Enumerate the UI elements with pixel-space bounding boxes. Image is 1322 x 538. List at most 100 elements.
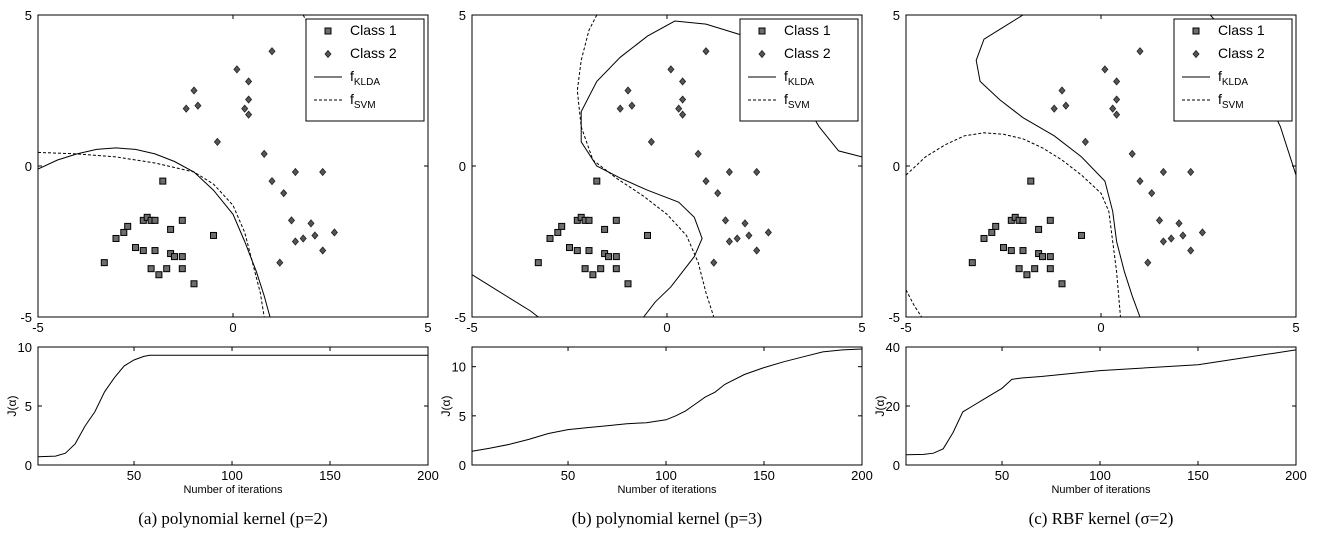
chart-4-class2-point [1062, 101, 1070, 110]
chart-2-class2-point [616, 104, 624, 113]
chart-1-ytick-label: 5 [25, 399, 32, 414]
chart-4-class2-point [1050, 104, 1058, 113]
chart-0-class1-point [155, 271, 163, 279]
chart-4-class2-point [1109, 104, 1117, 113]
chart-2-class2-point [725, 167, 733, 177]
chart-2-class2-point [745, 231, 753, 240]
chart-2-ytick-label: 0 [459, 159, 466, 174]
chart-0-class1-point [163, 265, 171, 273]
chart-3-xlabel: Number of iterations [617, 484, 717, 496]
chart-4-legend-entry: Class 2 [1218, 45, 1265, 61]
chart-0-class1-point [210, 231, 217, 239]
chart-0-class1-point [178, 216, 186, 224]
chart-5-ytick-label: 40 [886, 340, 900, 355]
chart-1-objective-line [37, 354, 428, 458]
chart-0-class2-point [245, 110, 253, 119]
chart-2-marks [472, 15, 862, 317]
chart-0-class2-point [268, 176, 276, 186]
chart-4-class2-point [1113, 77, 1121, 86]
chart-0-legend-entry: fKLDA [350, 68, 380, 88]
chart-4-class2-point [1136, 47, 1144, 56]
chart-2-class1-point [612, 216, 620, 224]
chart-0-legend-entry: Class 1 [350, 22, 397, 38]
chart-4-class1-point [1000, 244, 1007, 252]
chart-4-class2-point [1081, 137, 1089, 146]
chart-4-legend-diamond-marker [1192, 49, 1200, 59]
chart-0-legend: Class 1 Class 2 fKLDA fSVM [305, 18, 425, 122]
chart-0-class1-point [132, 244, 139, 252]
chart-2-class1-point [605, 253, 612, 261]
chart-0-class2-point [280, 189, 288, 198]
chart-5-objective-line [905, 349, 1297, 456]
chart-0-legend-square-marker [324, 27, 332, 35]
chart-0-class1-point [139, 247, 147, 255]
chart-0-xtick-label: -5 [32, 320, 44, 335]
chart-4-svm-boundary [906, 132, 1121, 317]
chart-0-xtick-label: 0 [229, 320, 236, 335]
chart-2-xtick-label: 5 [858, 320, 865, 335]
chart-4-class2-point [1159, 237, 1167, 246]
chart-4-class1-point [1023, 271, 1031, 279]
chart-0-class1-point [100, 259, 108, 267]
chart-2-class1-point [558, 222, 566, 230]
chart-4-class1-point [1046, 253, 1054, 261]
chart-4-ytick-label: -5 [888, 310, 900, 325]
chart-4-klda-boundary [975, 15, 1141, 317]
chart-0-class2-point [291, 167, 299, 177]
chart-0-class2-point [241, 104, 249, 113]
chart-0-marks [38, 15, 338, 317]
chart-5-plot-area [905, 346, 1297, 466]
chart-4-class1-point [1007, 247, 1015, 255]
chart-3-ytick-label: 0 [459, 458, 466, 473]
chart-2-legend-entry: Class 1 [784, 22, 831, 38]
chart-4-class2-point [1058, 86, 1066, 95]
chart-0-class1-point [151, 247, 159, 255]
chart-5-ytick-label: 20 [886, 399, 900, 414]
chart-3-xtick-label: 200 [851, 468, 873, 483]
chart-2-class2-point [679, 77, 687, 86]
chart-2-xtick-label: 0 [663, 320, 670, 335]
chart-2-klda-boundary [472, 274, 539, 317]
chart-4-class2-point [1167, 234, 1175, 243]
chart-2-class2-point [675, 104, 683, 113]
chart-2-class2-point [733, 234, 741, 243]
chart-4-class1-point [1046, 265, 1054, 273]
chart-3-ytick-label: 5 [459, 409, 466, 424]
chart-1-xlabel: Number of iterations [183, 484, 283, 496]
chart-0-class2-point [245, 77, 253, 86]
chart-4-class2-point [1136, 176, 1144, 186]
chart-2-class2-point [710, 258, 718, 267]
chart-2-class2-point [702, 176, 710, 186]
chart-0-class1-point [151, 216, 159, 224]
chart-4-class2-point [1155, 216, 1164, 225]
chart-4-class2-point [1113, 95, 1121, 104]
chart-0-class1-point [124, 222, 132, 230]
chart-2-legend-entry: fKLDA [784, 68, 814, 88]
chart-4-class1-point [1019, 216, 1027, 224]
chart-2-class1-point [554, 228, 562, 236]
chart-1-ytick-label: 10 [18, 340, 32, 355]
chart-0-class1-point [147, 265, 155, 273]
chart-2-class1-point [601, 225, 609, 233]
chart-0-class2-point [287, 216, 296, 225]
chart-3-xtick-label: 50 [561, 468, 575, 483]
chart-4-class2-point [1101, 65, 1109, 74]
chart-2-class1-point [589, 271, 597, 279]
chart-0-class2-point [276, 258, 284, 267]
chart-4-legend: Class 1 Class 2 fKLDA fSVM [1173, 18, 1293, 122]
chart-2-class2-point [702, 47, 710, 56]
chart-0-class1-point [178, 253, 186, 261]
chart-0-class2-point [260, 149, 268, 159]
chart-1-ytick-label: 0 [25, 458, 32, 473]
chart-3-xtick-label: 150 [753, 468, 775, 483]
chart-0-class2-point [330, 228, 338, 237]
chart-2-class1-point [581, 265, 589, 273]
chart-2-legend-entry: fSVM [784, 91, 810, 111]
chart-5-xlabel: Number of iterations [1051, 484, 1151, 496]
chart-2-class2-point [714, 189, 722, 198]
chart-0-class2-point [194, 101, 202, 110]
chart-0-class1-point [171, 253, 178, 261]
chart-1-plot-area [37, 346, 429, 466]
chart-4-class2-point [1144, 258, 1152, 267]
chart-2-class2-point [725, 237, 733, 246]
